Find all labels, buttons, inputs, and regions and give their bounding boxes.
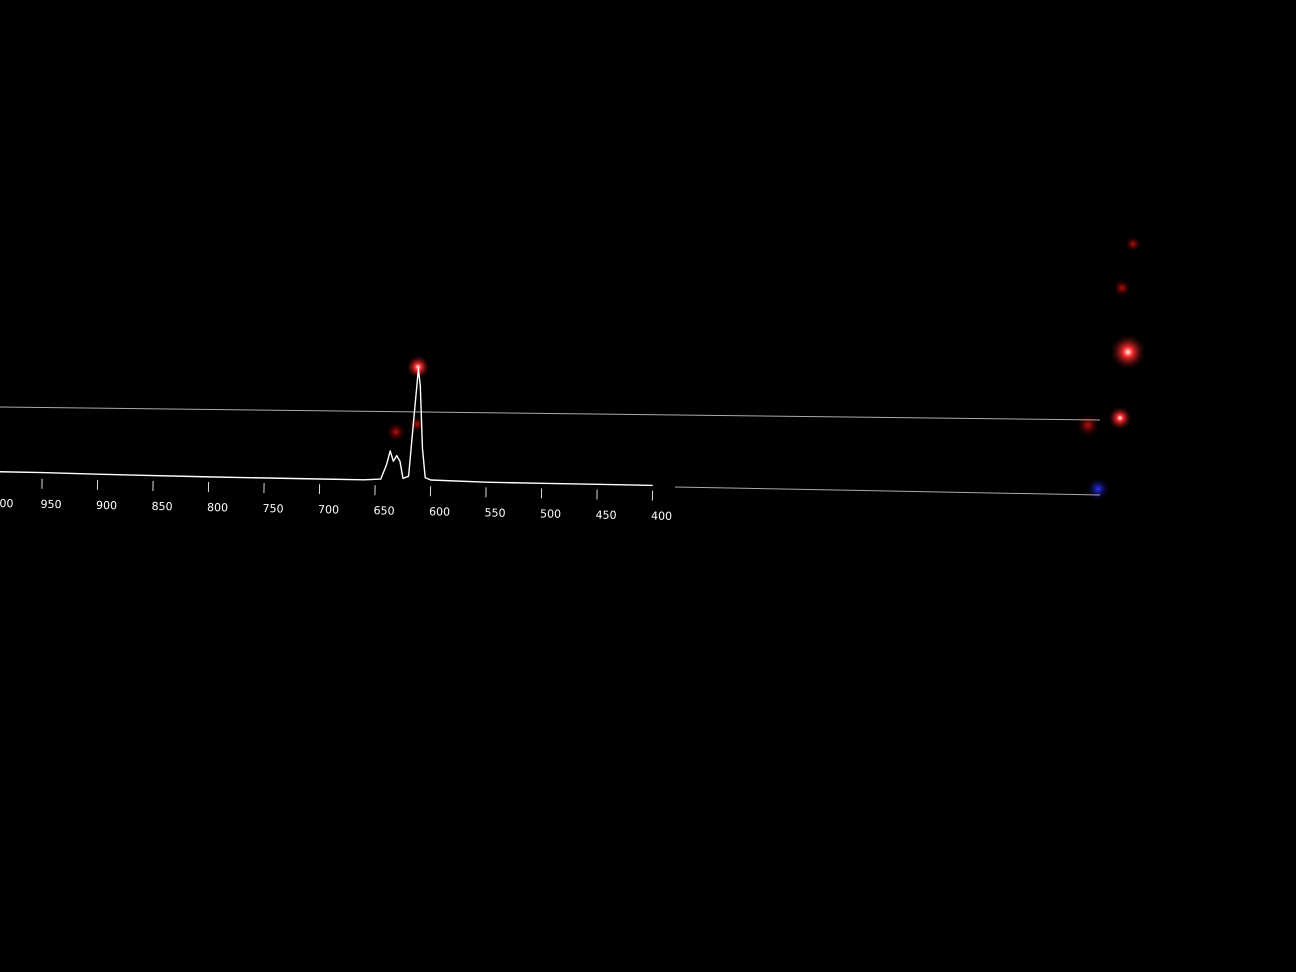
x-tick-label: 950 [40, 498, 61, 511]
x-tick-label: 900 [96, 499, 117, 512]
x-tick-label: 500 [540, 507, 561, 520]
x-tick-label: 750 [262, 502, 283, 515]
x-tick-label: 600 [429, 505, 450, 518]
x-tick-label: 400 [651, 510, 672, 523]
x-tick-label: 700 [318, 503, 339, 516]
camera-glows [386, 236, 1146, 501]
x-tick-label: 650 [373, 504, 394, 517]
x-tick-label: 00 [0, 497, 14, 510]
guide-line [0, 406, 1101, 421]
guide-line [674, 486, 1101, 496]
plot: 00 950 900 850 800 750 700 650 600 550 500 450 400 [0, 368, 672, 523]
spectrum-line [0, 368, 653, 487]
x-tick-label: 450 [595, 508, 616, 521]
x-tick-label: 550 [484, 506, 505, 519]
x-tick-label: 850 [151, 500, 172, 513]
x-tick-label: 800 [207, 501, 228, 514]
